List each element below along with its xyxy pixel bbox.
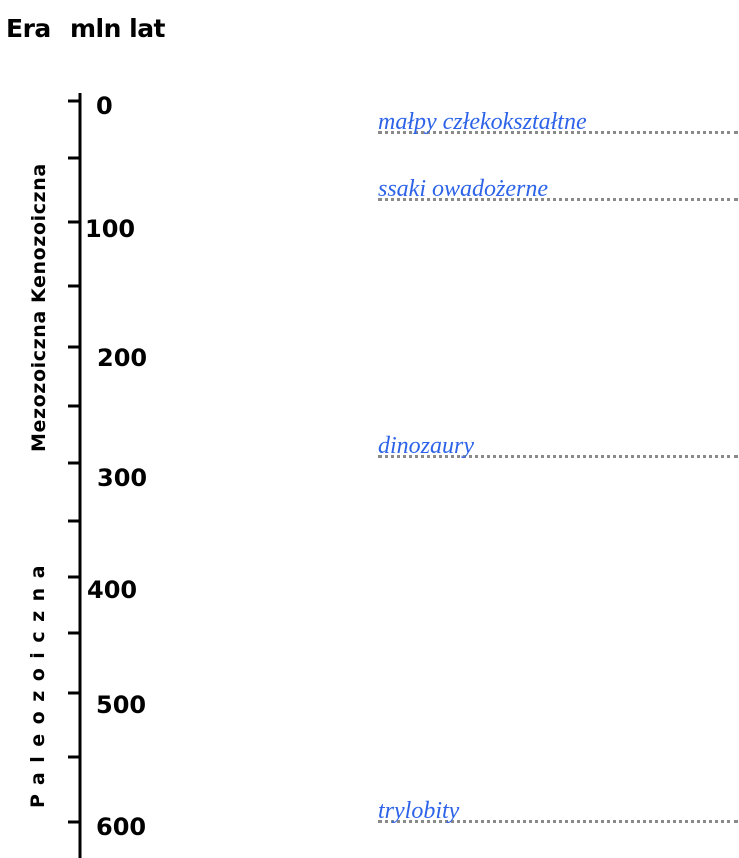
dotted-leader xyxy=(378,820,738,823)
tick-label-100: 100 xyxy=(85,215,136,243)
annotation-label: dinozaury xyxy=(378,433,474,459)
annotation-dinosaurs: dinozaury xyxy=(378,432,738,462)
dotted-leader xyxy=(378,198,738,201)
dotted-leader xyxy=(378,131,738,134)
annotation-insectivores: ssaki owadożerne xyxy=(378,175,738,205)
annotation-trilobites: trylobity xyxy=(378,797,738,827)
tick-label-600: 600 xyxy=(96,813,147,841)
era-column-header: Era xyxy=(6,14,51,43)
annotation-apes: małpy człekokształtne xyxy=(378,108,738,138)
dotted-leader xyxy=(378,455,738,458)
million-years-column-header: mln lat xyxy=(70,14,166,43)
annotation-label: małpy człekokształtne xyxy=(378,109,587,135)
tick-label-200: 200 xyxy=(97,344,148,372)
tick-label-500: 500 xyxy=(96,691,147,719)
annotation-label: ssaki owadożerne xyxy=(378,176,548,202)
tick-label-0: 0 xyxy=(96,92,113,120)
tick-label-300: 300 xyxy=(97,464,148,492)
annotation-label: trylobity xyxy=(378,798,460,824)
tick-label-400: 400 xyxy=(87,576,138,604)
